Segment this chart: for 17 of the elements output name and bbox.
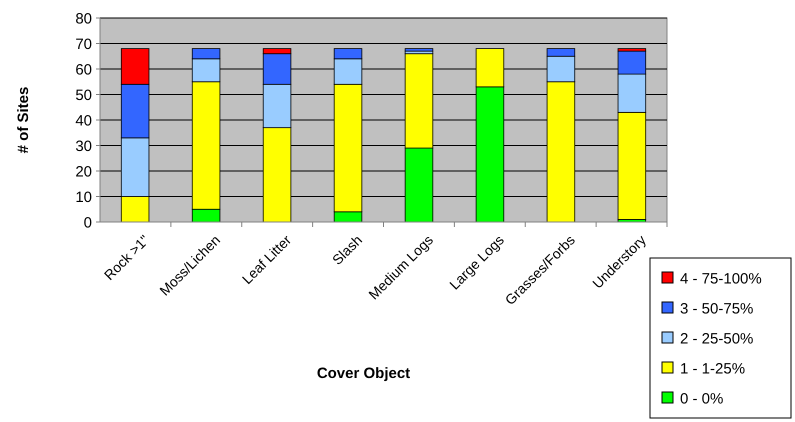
y-tick-label: 10 [75, 188, 92, 206]
x-axis-title: Cover Object [316, 365, 410, 382]
bar [404, 48, 434, 52]
legend-label: 2 - 25-50% [680, 330, 754, 348]
legend-label: 1 - 1-25% [680, 360, 746, 378]
y-tick-label: 70 [75, 36, 92, 53]
legend-label: 4 - 75-100% [680, 270, 762, 288]
y-tick-label: 50 [75, 86, 92, 104]
y-tick-label: 40 [75, 112, 92, 130]
y-tick-label: 60 [75, 61, 92, 78]
y-tick-label: 20 [75, 163, 92, 180]
y-tick-label: 0 [84, 214, 92, 232]
y-tick-label: 80 [75, 10, 92, 28]
legend-label: 0 - 0% [680, 390, 724, 408]
legend-label: 3 - 50-75% [680, 300, 754, 318]
y-tick-label: 30 [75, 138, 92, 155]
y-axis-title: # of Sites [15, 86, 32, 154]
